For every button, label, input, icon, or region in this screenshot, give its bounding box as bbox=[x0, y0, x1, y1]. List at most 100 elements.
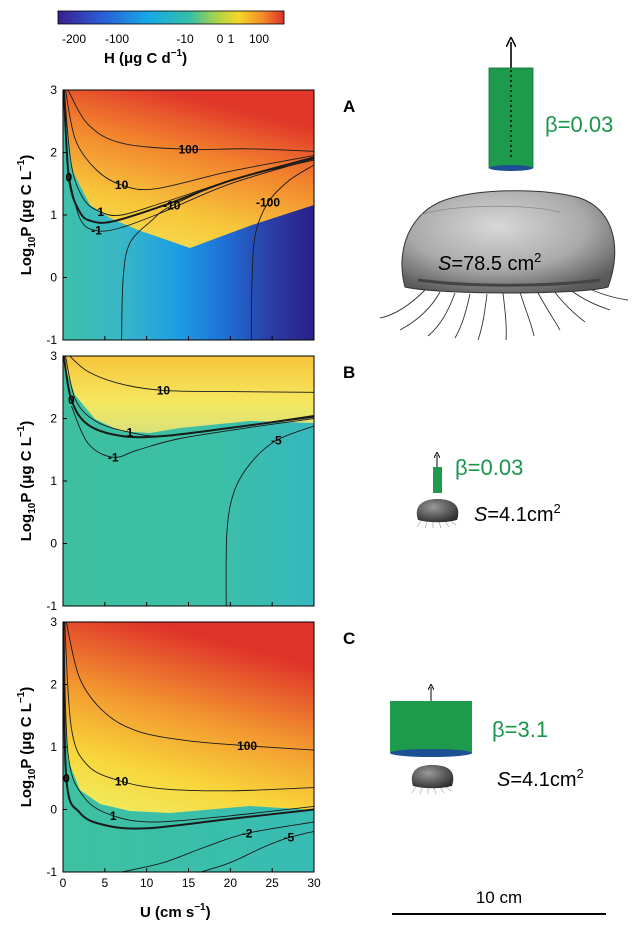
y-axis-title-b: Log10P (μg C L−1) bbox=[16, 421, 38, 542]
contour-label: 10 bbox=[157, 383, 171, 397]
contour-label: -2 bbox=[242, 826, 253, 840]
contour-label: 1 bbox=[110, 809, 117, 823]
y-axes: 3 2 1 0 -1 3 2 1 0 -1 3 2 1 0 -1 bbox=[46, 83, 67, 879]
contour-label: 100 bbox=[178, 142, 198, 156]
contour-label: -5 bbox=[271, 433, 282, 447]
contour-line bbox=[250, 164, 314, 340]
illustration-a: β=0.03 S=78.5 cm2 bbox=[379, 42, 629, 341]
panel-a-positive-region bbox=[63, 90, 314, 248]
surface-label-c: S=4.1cm2 bbox=[497, 766, 584, 791]
illustration-c: β=3.1 S=4.1cm2 bbox=[390, 687, 584, 795]
contour-line bbox=[225, 425, 314, 606]
y-tick-label: 2 bbox=[50, 678, 57, 692]
beta-label-c: β=3.1 bbox=[492, 717, 548, 742]
contour-line bbox=[63, 356, 314, 439]
contour-line bbox=[63, 622, 314, 823]
illustration-b: β=0.03 S=4.1cm2 bbox=[416, 455, 561, 529]
x-tick-label: 0 bbox=[60, 876, 67, 890]
y-tick-label: 1 bbox=[50, 208, 57, 222]
colorbar-tick: 100 bbox=[249, 32, 269, 46]
cylinder-base-icon bbox=[390, 749, 472, 757]
y-axis-title-a: Log10P (μg C L−1) bbox=[16, 155, 38, 276]
x-tick-label: 5 bbox=[101, 876, 108, 890]
colorbar-tick: -100 bbox=[105, 32, 129, 46]
surface-label-a: S=78.5 cm2 bbox=[438, 250, 541, 275]
y-axis-title-c: Log10P (μg C L−1) bbox=[16, 687, 38, 808]
panel-b-contours bbox=[63, 356, 314, 606]
y-axis-titles: Log10P (μg C L−1) Log10P (μg C L−1) Log1… bbox=[16, 155, 38, 808]
contour-label: 0 bbox=[68, 393, 75, 407]
panel-letter-a: A bbox=[343, 97, 355, 116]
contour-label: 1 bbox=[97, 205, 104, 219]
y-tick-label: 0 bbox=[50, 537, 57, 551]
cylinder-icon bbox=[390, 701, 472, 753]
x-tick-label: 25 bbox=[265, 876, 279, 890]
y-tick-label: 1 bbox=[50, 474, 57, 488]
tentacles-icon bbox=[416, 519, 457, 529]
contour-label: -5 bbox=[284, 831, 295, 845]
y-tick-label: 3 bbox=[50, 349, 57, 363]
y-tick-label: -1 bbox=[46, 599, 57, 613]
y-tick-label: 0 bbox=[50, 803, 57, 817]
beta-label-a: β=0.03 bbox=[545, 112, 613, 137]
panel-c-positive-region bbox=[63, 622, 314, 813]
contour-label: -1 bbox=[91, 224, 102, 238]
jellyfish-bell-small-icon bbox=[416, 499, 459, 523]
panel-letter-b: B bbox=[343, 363, 355, 382]
y-tick-label: 1 bbox=[50, 740, 57, 754]
panel-letter-c: C bbox=[343, 629, 355, 648]
contour-line bbox=[69, 356, 314, 393]
y-tick-label: 3 bbox=[50, 615, 57, 629]
x-tick-label: 30 bbox=[307, 876, 321, 890]
y-tick-label: 3 bbox=[50, 83, 57, 97]
y-tick-label: -1 bbox=[46, 865, 57, 879]
jellyfish-bell-small-icon bbox=[411, 765, 454, 789]
colorbar-tick: 1 bbox=[228, 32, 235, 46]
y-tick-label: -1 bbox=[46, 333, 57, 347]
surface-label-b: S=4.1cm2 bbox=[474, 501, 561, 526]
contour-label: 10 bbox=[115, 774, 129, 788]
contour-label: -100 bbox=[256, 196, 280, 210]
y-tick-label: 2 bbox=[50, 146, 57, 160]
colorbar-tick: -10 bbox=[176, 32, 194, 46]
colorbar-gradient bbox=[57, 10, 285, 25]
panel-b-positive-region bbox=[63, 356, 314, 433]
x-axis-title: U (cm s−1) bbox=[140, 902, 211, 921]
panel-c-contours bbox=[63, 622, 314, 872]
contour-line bbox=[67, 90, 314, 152]
x-tick-label: 15 bbox=[182, 876, 196, 890]
contour-line bbox=[121, 159, 314, 340]
colorbar-tick: -200 bbox=[62, 32, 86, 46]
contour-line bbox=[65, 90, 314, 191]
scale-bar-label: 10 cm bbox=[476, 888, 522, 907]
beta-label-b: β=0.03 bbox=[455, 455, 523, 480]
x-tick-label: 10 bbox=[140, 876, 154, 890]
contour-line bbox=[66, 158, 314, 232]
colorbar-tick: 0 bbox=[217, 32, 224, 46]
contour-label: -10 bbox=[163, 199, 181, 213]
cylinder-base-icon bbox=[489, 165, 533, 171]
scale-bar: 10 cm bbox=[392, 888, 606, 915]
x-tick-label: 20 bbox=[224, 876, 238, 890]
contour-line bbox=[65, 622, 314, 751]
contour-line bbox=[64, 622, 314, 792]
contour-line bbox=[63, 622, 314, 830]
contour-label: 0 bbox=[66, 171, 73, 185]
contour-label: 0 bbox=[63, 771, 70, 785]
contour-label: 1 bbox=[127, 425, 134, 439]
contour-label: 10 bbox=[115, 178, 129, 192]
contour-line bbox=[200, 830, 314, 872]
contour-line bbox=[70, 405, 314, 458]
x-axis: 0 5 10 15 20 25 30 bbox=[60, 336, 321, 890]
contour-label: -1 bbox=[108, 450, 119, 464]
jellyfish-bell-large-icon bbox=[401, 190, 616, 294]
cylinder-icon bbox=[433, 467, 442, 493]
contour-label: 100 bbox=[237, 739, 257, 753]
contour-line bbox=[121, 821, 314, 872]
